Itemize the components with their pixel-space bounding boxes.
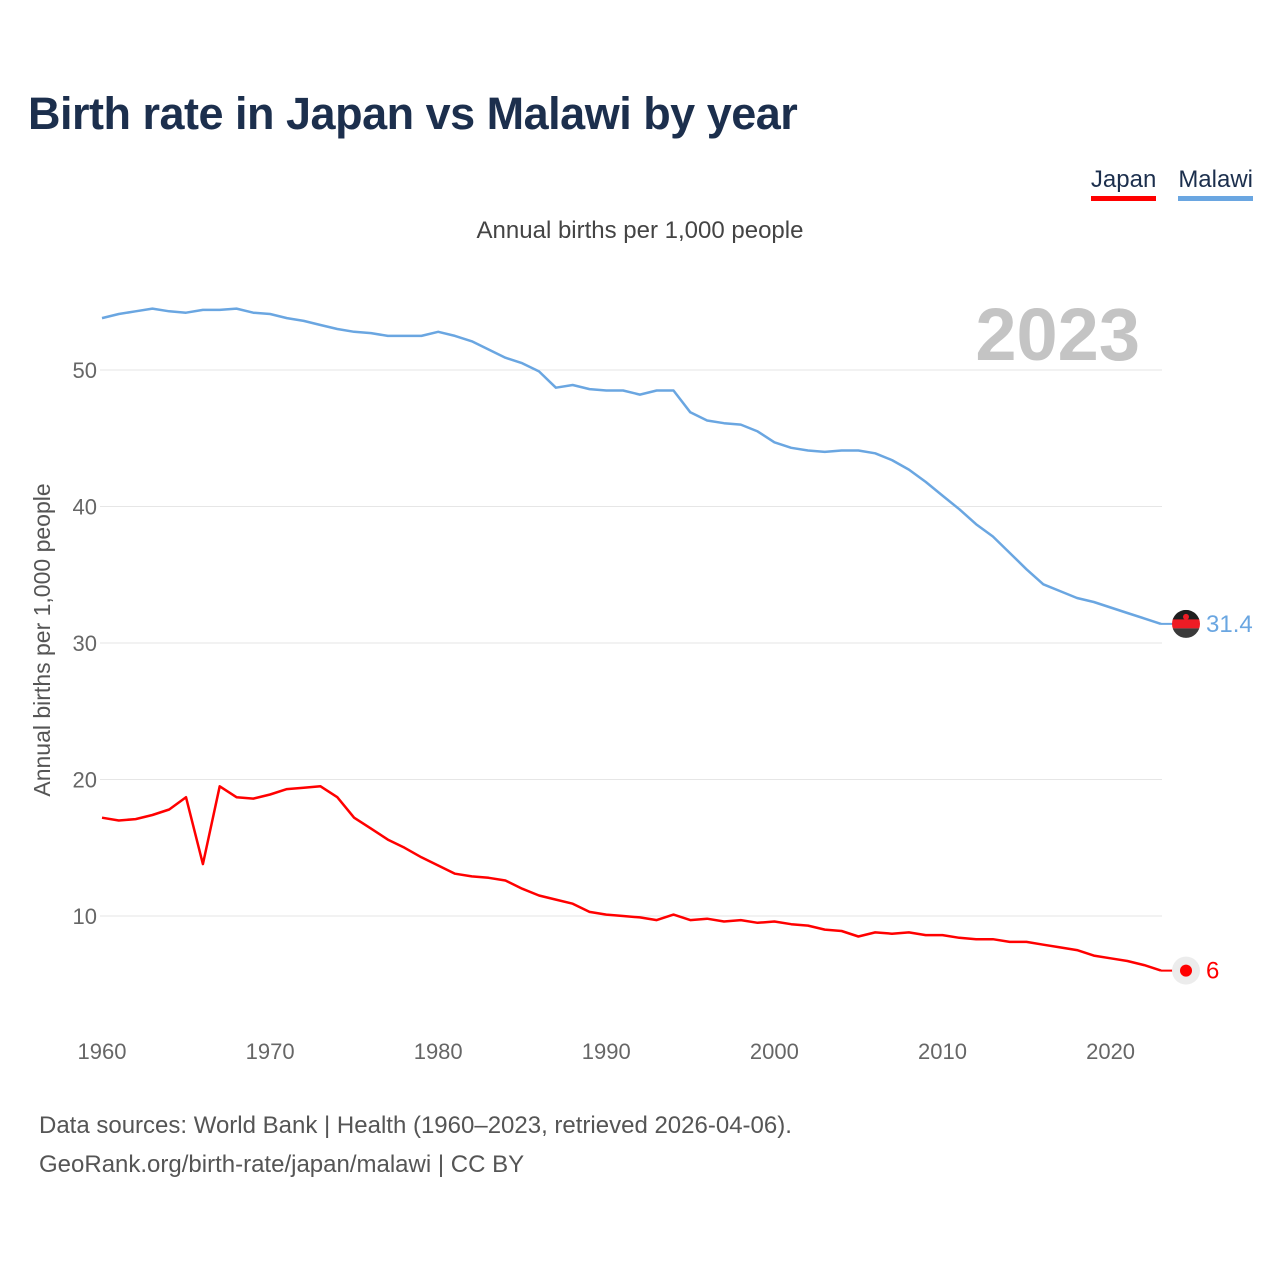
- legend-item-malawi[interactable]: Malawi: [1178, 166, 1253, 201]
- y-tick-label: 20: [73, 768, 97, 793]
- x-tick-label: 1990: [582, 1039, 631, 1064]
- x-tick-label: 1970: [246, 1039, 295, 1064]
- end-markers: 631.4: [1161, 609, 1253, 985]
- x-tick-label: 1960: [78, 1039, 127, 1064]
- end-value-label-japan: 6: [1206, 958, 1219, 985]
- end-value-label-malawi: 31.4: [1206, 611, 1253, 638]
- legend: Japan Malawi: [1090, 166, 1253, 201]
- malawi-flag-marker: [1172, 609, 1200, 638]
- y-tick-label: 10: [73, 904, 97, 929]
- footer: Data sources: World Bank | Health (1960–…: [39, 1106, 792, 1184]
- series-line-malawi: [101, 307, 1162, 626]
- gridlines: [100, 369, 1162, 917]
- x-axis-ticks: 1960 1970 1980 1990 2000 2010 2020: [78, 1039, 1136, 1064]
- series-lines: [101, 307, 1162, 972]
- series-line-japan: [101, 785, 1162, 972]
- x-tick-label: 2010: [918, 1039, 967, 1064]
- y-tick-label: 40: [73, 495, 97, 520]
- y-tick-label: 50: [73, 358, 97, 383]
- chart-title: Birth rate in Japan vs Malawi by year: [28, 88, 798, 139]
- x-tick-label: 2020: [1086, 1039, 1135, 1064]
- x-tick-label: 2000: [750, 1039, 799, 1064]
- y-tick-label: 30: [73, 631, 97, 656]
- japan-flag-dot: [1180, 964, 1192, 977]
- x-tick-label: 1980: [414, 1039, 463, 1064]
- y-axis-ticks: 10 20 30 40 50: [73, 358, 97, 929]
- year-watermark: 2023: [975, 293, 1140, 376]
- y-axis-label: Annual births per 1,000 people: [29, 483, 55, 796]
- legend-item-japan[interactable]: Japan: [1090, 166, 1157, 201]
- chart-subtitle: Annual births per 1,000 people: [476, 217, 804, 244]
- source-link[interactable]: GeoRank.org/birth-rate/japan/malawi | CC…: [39, 1151, 525, 1178]
- data-source-text: Data sources: World Bank | Health (1960–…: [39, 1112, 792, 1139]
